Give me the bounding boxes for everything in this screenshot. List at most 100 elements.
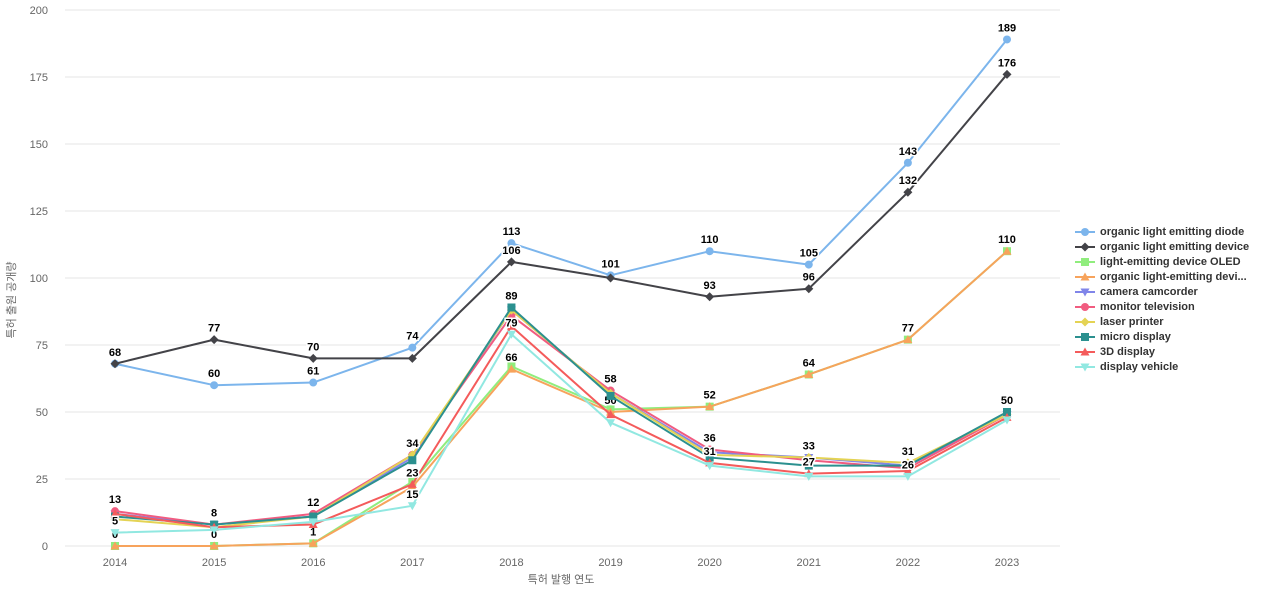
x-tick-label: 2018	[499, 557, 523, 569]
data-point-organic-light-emitting-devi[interactable]	[110, 541, 120, 550]
data-point-display-vehicle[interactable]	[903, 472, 913, 481]
legend-label: 3D display	[1100, 345, 1156, 358]
data-point-organic-light-emitting-diode[interactable]	[309, 378, 318, 387]
y-tick-label: 50	[36, 407, 48, 419]
legend-marker-icon	[1075, 302, 1095, 311]
data-point-display-vehicle[interactable]	[308, 518, 318, 527]
data-label-organic-light-emitting-device: 176	[998, 57, 1016, 69]
data-point-organic-light-emitting-diode[interactable]	[507, 239, 516, 248]
data-point-organic-light-emitting-device[interactable]	[407, 353, 417, 363]
data-label-laser-printer: 34	[406, 438, 419, 450]
x-tick-label: 2015	[202, 557, 226, 569]
data-point-organic-light-emitting-device[interactable]	[705, 292, 715, 302]
data-label-organic-light-emitting-diode: 60	[208, 368, 220, 380]
y-axis-title: 특허 출원 공개량	[5, 262, 18, 339]
data-point-display-vehicle[interactable]	[606, 419, 616, 428]
data-point-micro-display[interactable]	[1003, 408, 1011, 416]
data-point-organic-light-emitting-devi[interactable]	[209, 541, 219, 550]
data-label-organic-light-emitting-devi: 110	[998, 234, 1016, 246]
data-point-organic-light-emitting-device[interactable]	[506, 257, 516, 267]
series-line-organic-light-emitting-devi	[114, 250, 1008, 547]
data-point-display-vehicle[interactable]	[705, 462, 715, 471]
x-tick-label: 2021	[797, 557, 821, 569]
legend-marker-icon	[1075, 347, 1095, 355]
data-point-micro-display[interactable]	[903, 461, 912, 470]
legend-item-micro-display[interactable]: micro display	[1075, 329, 1249, 344]
x-tick-label: 2014	[103, 557, 127, 569]
legend-marker-icon	[1075, 257, 1095, 266]
legend-item-laser-printer[interactable]: laser printer	[1075, 314, 1249, 329]
data-label-organic-light-emitting-device: 93	[704, 280, 716, 292]
data-label-organic-light-emitting-diode: 61	[307, 366, 319, 378]
data-point-organic-light-emitting-device[interactable]	[1002, 69, 1012, 79]
data-point-3d-display[interactable]	[903, 466, 913, 475]
data-label-micro-display: 50	[1001, 395, 1013, 407]
legend-label: monitor television	[1100, 300, 1195, 313]
series-line-micro-display	[114, 306, 1008, 526]
data-label-organic-light-emitting-device: 96	[803, 272, 815, 284]
legend-item-3d-display[interactable]: 3D display	[1075, 344, 1249, 359]
data-point-organic-light-emitting-device[interactable]	[110, 359, 120, 369]
data-point-organic-light-emitting-diode[interactable]	[408, 343, 417, 352]
data-point-display-vehicle[interactable]	[506, 330, 516, 339]
data-point-organic-light-emitting-device[interactable]	[308, 353, 318, 363]
data-point-micro-display[interactable]	[705, 453, 714, 462]
data-point-organic-light-emitting-diode[interactable]	[903, 158, 912, 167]
data-label-display-vehicle: 15	[406, 489, 418, 501]
legend-item-organic-light-emitting-devi[interactable]: organic light-emitting devi...	[1075, 269, 1249, 284]
data-point-display-vehicle[interactable]	[804, 472, 814, 481]
data-label-organic-light-emitting-device: 77	[208, 323, 220, 335]
data-point-organic-light-emitting-devi[interactable]	[308, 538, 318, 547]
data-point-micro-display[interactable]	[606, 391, 615, 400]
legend-item-camera-camcorder[interactable]: camera camcorder	[1075, 284, 1249, 299]
data-label-organic-light-emitting-device: 68	[109, 347, 121, 359]
data-point-micro-display[interactable]	[804, 461, 813, 470]
legend-item-monitor-television[interactable]: monitor television	[1075, 299, 1249, 314]
data-point-display-vehicle[interactable]	[209, 526, 219, 535]
data-label-organic-light-emitting-devi: 66	[505, 352, 517, 364]
y-tick-label: 150	[30, 139, 48, 151]
data-point-organic-light-emitting-devi[interactable]	[903, 335, 913, 344]
data-label-display-vehicle: 79	[505, 317, 517, 329]
data-point-display-vehicle[interactable]	[110, 529, 120, 538]
data-point-organic-light-emitting-diode[interactable]	[1003, 35, 1011, 44]
data-point-display-vehicle[interactable]	[407, 502, 417, 511]
data-point-organic-light-emitting-device[interactable]	[804, 284, 814, 294]
data-label-organic-light-emitting-device: 70	[307, 341, 319, 353]
legend-item-display-vehicle[interactable]: display vehicle	[1075, 359, 1249, 374]
data-point-organic-light-emitting-device[interactable]	[209, 335, 219, 345]
data-point-organic-light-emitting-diode[interactable]	[804, 260, 813, 269]
data-point-monitor-television[interactable]	[705, 445, 714, 454]
data-point-micro-display[interactable]	[309, 512, 318, 521]
x-axis-title: 특허 발행 연도	[528, 573, 595, 586]
x-tick-label: 2023	[995, 557, 1019, 569]
data-point-organic-light-emitting-devi[interactable]	[1002, 246, 1012, 255]
data-point-3d-display[interactable]	[110, 509, 120, 518]
data-label-organic-light-emitting-device: 106	[502, 245, 520, 257]
data-point-organic-light-emitting-diode[interactable]	[705, 247, 714, 256]
data-label-organic-light-emitting-diode: 143	[899, 146, 917, 158]
data-point-organic-light-emitting-devi[interactable]	[506, 364, 516, 373]
data-point-display-vehicle[interactable]	[1002, 416, 1012, 425]
data-point-3d-display[interactable]	[606, 410, 616, 419]
data-label-organic-light-emitting-devi: 1	[310, 526, 316, 538]
x-tick-label: 2017	[400, 557, 424, 569]
data-point-organic-light-emitting-diode[interactable]	[210, 381, 219, 390]
data-point-organic-light-emitting-devi[interactable]	[804, 369, 814, 378]
legend-item-light-emitting-device-oled[interactable]: light-emitting device OLED	[1075, 254, 1249, 269]
legend-item-organic-light-emitting-device[interactable]: organic light emitting device	[1075, 239, 1249, 254]
legend-marker-icon	[1075, 332, 1095, 341]
data-point-micro-display[interactable]	[408, 456, 417, 465]
data-point-laser-printer[interactable]	[804, 453, 814, 463]
data-point-organic-light-emitting-devi[interactable]	[705, 402, 715, 411]
data-label-3d-display: 27	[803, 457, 815, 469]
legend-marker-icon	[1075, 317, 1095, 326]
data-point-3d-display[interactable]	[506, 321, 516, 330]
data-point-organic-light-emitting-device[interactable]	[606, 273, 616, 283]
data-point-micro-display[interactable]	[507, 303, 516, 312]
legend-label: organic light emitting device	[1100, 240, 1250, 253]
data-point-organic-light-emitting-device[interactable]	[903, 187, 913, 197]
data-point-3d-display[interactable]	[407, 479, 417, 488]
legend-item-organic-light-emitting-diode[interactable]: organic light emitting diode	[1075, 224, 1249, 239]
